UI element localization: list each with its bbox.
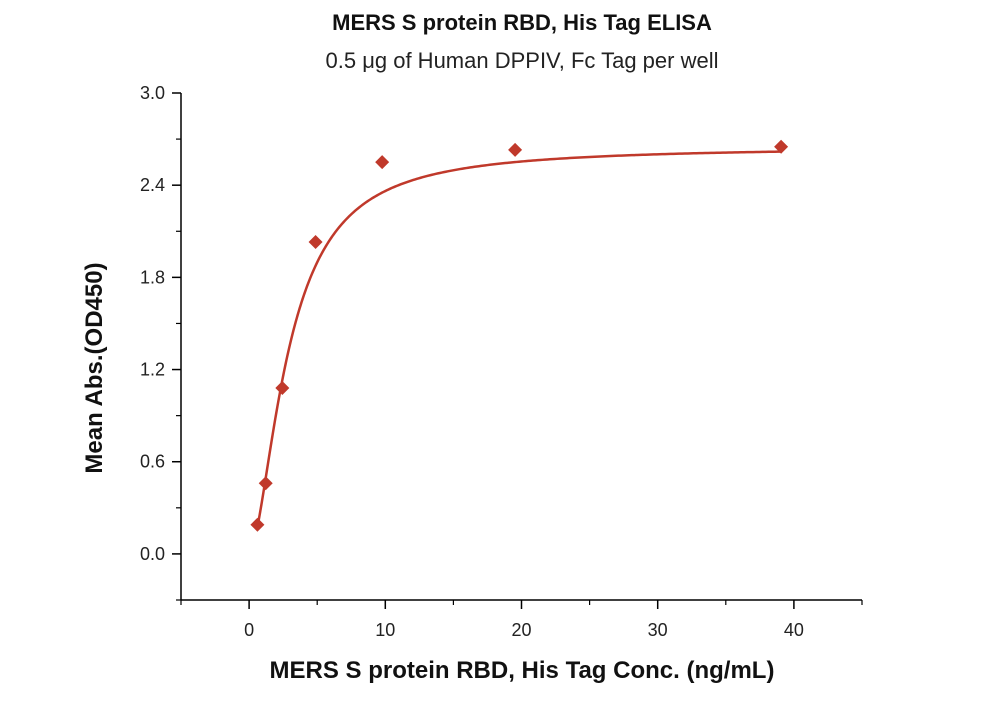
chart-subtitle: 0.5 μg of Human DPPIV, Fc Tag per well (326, 48, 719, 73)
x-tick-label: 0 (244, 620, 254, 640)
y-tick-label: 1.8 (140, 267, 165, 287)
fit-curve (256, 150, 782, 528)
data-point-marker (250, 517, 265, 532)
y-tick-label: 0.0 (140, 544, 165, 564)
x-axis-label: MERS S protein RBD, His Tag Conc. (ng/mL… (270, 657, 775, 684)
data-point-marker (508, 142, 523, 157)
y-axis-label: Mean Abs.(OD450) (81, 262, 108, 473)
y-tick-label: 2.4 (140, 175, 165, 195)
chart-title: MERS S protein RBD, His Tag ELISA (332, 10, 712, 35)
data-point-marker (375, 155, 390, 170)
y-tick-label: 1.2 (140, 360, 165, 380)
data-point-marker (308, 235, 323, 250)
x-tick-label: 20 (511, 620, 531, 640)
x-tick-label: 30 (648, 620, 668, 640)
data-point-marker (275, 380, 290, 395)
x-tick-label: 10 (375, 620, 395, 640)
data-points (250, 139, 789, 532)
x-tick-label: 40 (784, 620, 804, 640)
data-point-marker (258, 476, 273, 491)
axes (180, 93, 862, 601)
data-point-marker (774, 139, 789, 154)
y-tick-label: 0.6 (140, 452, 165, 472)
y-tick-label: 3.0 (140, 83, 165, 103)
ticks: 0.0 0.6 1.2 1.8 2.4 3.0 0 10 20 30 40 (140, 83, 863, 640)
